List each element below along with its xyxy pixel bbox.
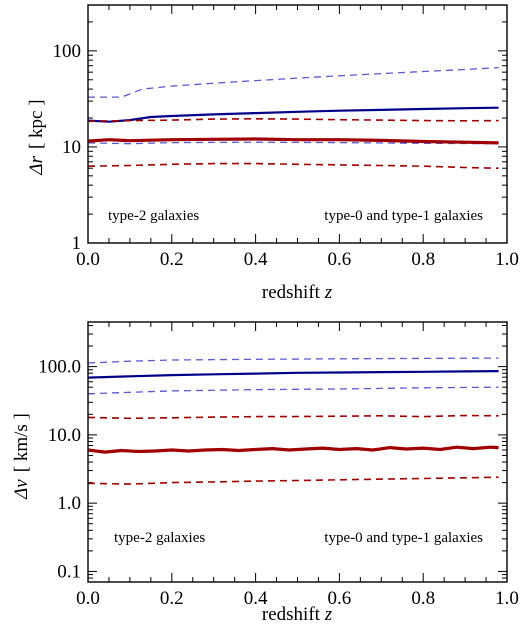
top-annotation-type01: type-0 and type-1 galaxies [324,208,483,224]
bottom-x-tick-label: 0.2 [160,588,184,609]
top-series-line-3 [87,137,499,145]
top-panel: Δr [ kpc ] 0.0 0.2 0.4 0.6 0.8 1.0 1 10 100 type-… [26,4,519,303]
bottom-x-tick-label: 0.4 [244,588,268,609]
top-annotation-type2: type-2 galaxies [108,208,199,224]
bottom-series-line-5 [87,476,499,485]
bottom-plot-area: 0.0 0.2 0.4 0.6 0.8 1.0 0.1 1.0 10.0 100.0 [38,322,519,609]
top-y-tick-label: 10 [62,137,81,158]
top-y-axis-symbol: Δr [26,155,47,175]
bottom-y-tick-label: 100.0 [38,357,81,378]
top-x-tick-label: 0.0 [76,249,100,270]
bottom-x-axis-label-text: redshift [262,604,325,625]
bottom-annotation-type2: type-2 galaxies [114,530,205,546]
top-x-axis-label-var: z [324,282,333,303]
bottom-x-tick-label: 0.6 [328,588,352,609]
top-series-line-4 [87,118,499,123]
bottom-x-axis-label: redshift z [262,604,333,625]
top-series-line-2 [87,141,499,145]
top-x-tick-label: 0.8 [411,249,435,270]
top-x-axis-label: redshift z [262,282,333,303]
bottom-y-tick-label: 0.1 [57,561,81,582]
bottom-y-tick-label: 1.0 [57,493,81,514]
top-y-axis-unit: [ kpc ] [26,99,47,149]
top-x-tick-label: 0.6 [328,249,352,270]
top-x-tick-label: 0.4 [244,249,268,270]
bottom-panel: Δv [ km/s ] 0.0 0.2 0.4 0.6 0.8 1.0 0.1 1.0 10.0 1… [11,321,519,625]
bottom-series-line-4 [87,414,499,420]
bottom-y-tick-label: 10.0 [48,425,81,446]
bottom-x-tick-label: 0.8 [411,588,435,609]
bottom-series-line-3 [87,445,499,454]
bottom-x-axis-label-var: z [324,604,333,625]
bottom-y-axis-symbol: Δv [11,479,32,500]
bottom-x-tick-label: 0.0 [76,588,100,609]
bottom-series-line-1 [87,357,499,364]
bottom-x-tick-label: 1.0 [495,588,519,609]
top-plot-area: 0.0 0.2 0.4 0.6 0.8 1.0 1 10 100 [53,4,519,270]
bottom-series-line-2 [87,386,499,395]
top-y-axis-label: Δr [ kpc ] [26,99,47,175]
top-series-line-1 [88,66,499,98]
top-plot-frame [87,4,508,244]
bottom-y-axis-unit: [ km/s ] [11,413,32,472]
bottom-y-axis-label: Δv [ km/s ] [11,413,32,500]
top-y-tick-label: 1 [72,233,82,254]
bottom-annotation-type01: type-0 and type-1 galaxies [324,530,483,546]
top-y-tick-label: 100 [53,41,82,62]
top-x-tick-label: 1.0 [495,249,519,270]
bottom-series-line-0 [87,370,499,379]
top-series-line-5 [87,162,499,169]
top-x-tick-label: 0.2 [160,249,184,270]
bottom-plot-frame [87,321,508,583]
top-x-axis-label-text: redshift [262,282,325,303]
